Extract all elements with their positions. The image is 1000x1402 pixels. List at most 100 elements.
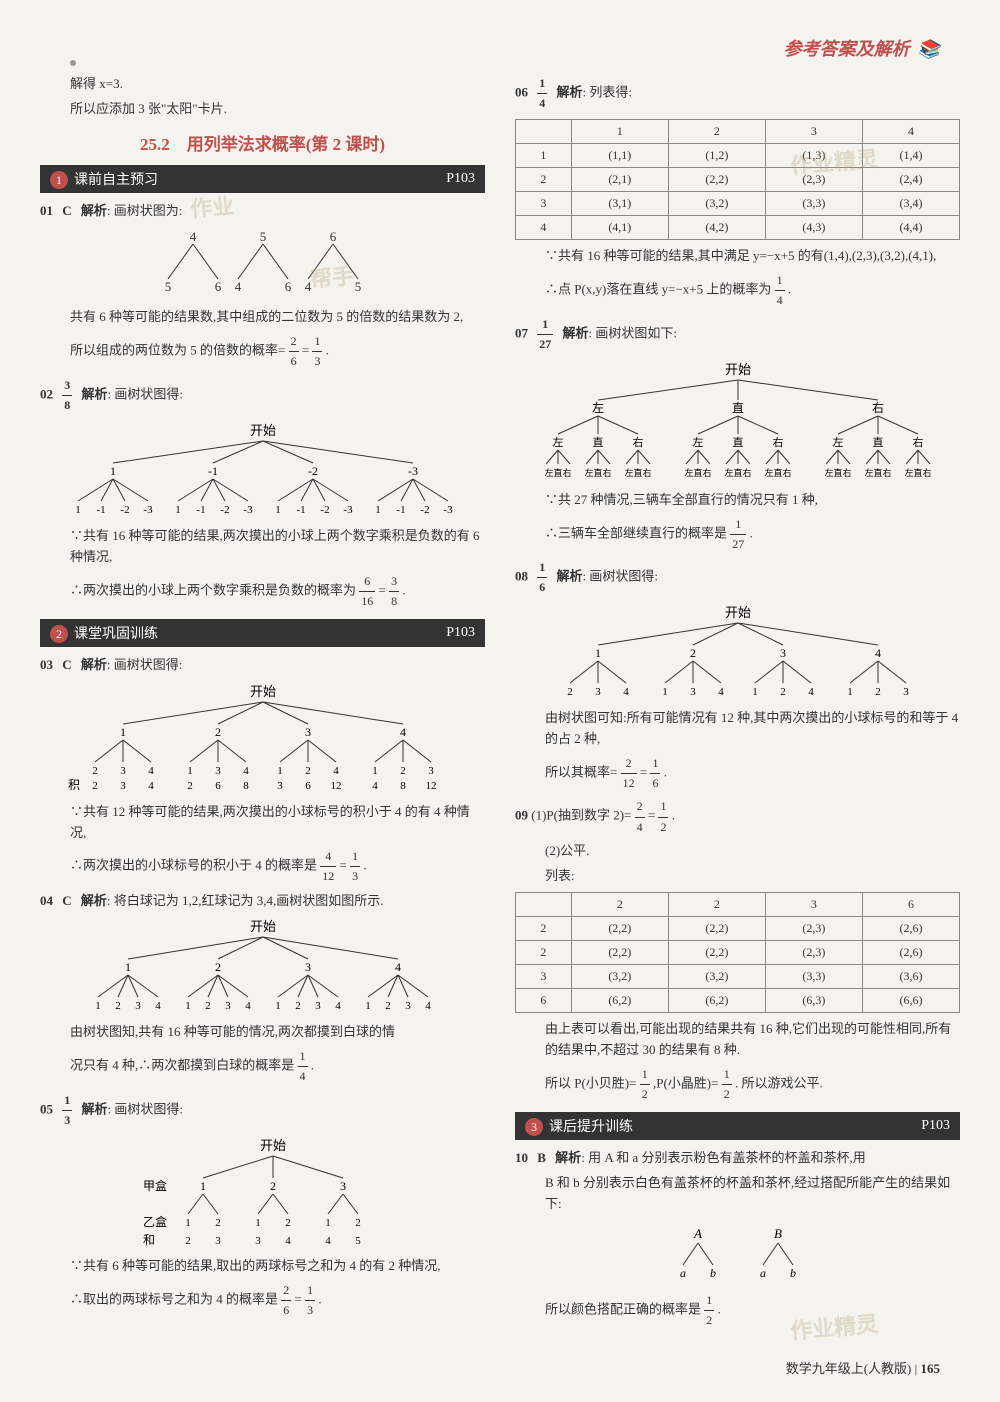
svg-text:1: 1: [110, 464, 116, 478]
label: 解析: [563, 325, 589, 340]
svg-text:右: 右: [772, 435, 783, 449]
svg-text:2: 2: [295, 1000, 301, 1012]
svg-text:4: 4: [333, 765, 339, 777]
frac: 412: [320, 847, 336, 886]
svg-text:4: 4: [875, 646, 881, 660]
band-label: 课后提升训练: [549, 1120, 633, 1135]
pre-line: 所以应添加 3 张"太阳"卡片.: [40, 99, 485, 120]
svg-text:4: 4: [148, 765, 154, 777]
svg-text:2: 2: [400, 765, 406, 777]
text: ∴两次摸出的小球上两个数字乘积是负数的概率为: [70, 582, 356, 597]
qnum: 01: [40, 203, 53, 218]
answer: B: [537, 1150, 546, 1165]
svg-text:右: 右: [632, 435, 643, 449]
svg-text:4: 4: [243, 765, 249, 777]
svg-text:3: 3: [903, 686, 909, 698]
svg-text:直: 直: [731, 401, 743, 415]
svg-text:4: 4: [325, 1235, 331, 1247]
dot: .: [672, 808, 675, 823]
svg-text:开始: 开始: [249, 684, 275, 699]
q07: 07 127 解析: 画树状图如下:: [515, 315, 960, 354]
svg-text:4: 4: [335, 1000, 341, 1012]
frac: 12: [640, 1065, 650, 1104]
answer-frac: 127: [537, 315, 553, 354]
text: 画树状图得:: [589, 569, 658, 584]
svg-text:和: 和: [143, 1233, 155, 1247]
svg-text:左直右: 左直右: [684, 467, 711, 478]
book-label: 数学九年级上(人教版): [786, 1361, 912, 1376]
dot: .: [664, 765, 667, 780]
label: 解析: [557, 569, 583, 584]
pre-line: 解得 x=3.: [40, 74, 485, 95]
svg-text:a: a: [760, 1266, 766, 1280]
band-page: P103: [446, 625, 475, 641]
svg-text:右: 右: [871, 400, 883, 415]
svg-text:4: 4: [718, 686, 724, 698]
frac: 12: [704, 1291, 714, 1330]
svg-text:1: 1: [175, 504, 181, 516]
text: 将白球记为 1,2,红球记为 3,4,画树状图如图所示.: [114, 893, 384, 908]
frac: 24: [635, 797, 645, 836]
svg-text:1: 1: [847, 686, 853, 698]
eq: =: [340, 858, 347, 873]
svg-text:b: b: [710, 1266, 716, 1280]
text: 画树状图为:: [114, 203, 183, 218]
svg-text:开始: 开始: [724, 605, 750, 620]
svg-text:-2: -2: [420, 504, 429, 516]
dot: .: [311, 1058, 314, 1073]
svg-text:直: 直: [732, 435, 743, 449]
frac: 26: [289, 332, 299, 371]
label: 解析: [557, 85, 583, 100]
svg-text:3: 3: [780, 646, 786, 660]
band-label: 课堂巩固训练: [74, 627, 158, 642]
svg-text:3: 3: [428, 765, 434, 777]
label: 解析: [82, 1101, 108, 1116]
svg-text:b: b: [790, 1266, 796, 1280]
svg-text:6: 6: [305, 780, 311, 792]
svg-text:4: 4: [395, 960, 401, 974]
svg-text:2: 2: [875, 686, 881, 698]
text: 画树状图如下:: [595, 325, 677, 340]
text: (1)P(抽到数字 2)=: [531, 808, 631, 823]
svg-text:3: 3: [255, 1235, 261, 1247]
svg-text:5: 5: [164, 279, 171, 294]
dot: .: [750, 525, 753, 540]
corner-dot: [70, 60, 76, 66]
two-columns: 解得 x=3. 所以应添加 3 张"太阳"卡片. 25.2 用列举法求概率(第 …: [40, 70, 960, 1334]
qnum: 07: [515, 325, 528, 340]
svg-text:4: 4: [372, 780, 378, 792]
eq: =: [302, 343, 309, 358]
text: 所以颜色搭配正确的概率是: [545, 1301, 701, 1316]
svg-text:4: 4: [148, 780, 154, 792]
band-num: 2: [50, 625, 68, 643]
text: 况只有 4 种,∴两次都摸到白球的概率是: [70, 1058, 294, 1073]
q05-exp2: ∴取出的两球标号之和为 4 的概率是 26 = 13 .: [40, 1281, 485, 1320]
svg-text:A: A: [693, 1226, 702, 1241]
svg-text:左直右: 左直右: [544, 467, 571, 478]
q02-tree: 开始 1-1-2-3 1-1-2-31-1-2-31-1-2-31-1-2-3: [40, 423, 485, 518]
svg-text:-1: -1: [296, 504, 305, 516]
svg-text:B: B: [774, 1226, 782, 1241]
frac: 14: [298, 1047, 308, 1086]
svg-text:开始: 开始: [249, 919, 275, 934]
q01-exp2: 所以组成的两位数为 5 的倍数的概率= 26 = 13 .: [40, 332, 485, 371]
label: 解析: [82, 386, 108, 401]
q06-exp2: ∴点 P(x,y)落在直线 y=−x+5 上的概率为 14 .: [515, 271, 960, 310]
text: 列表得:: [589, 85, 632, 100]
frac: 13: [312, 332, 322, 371]
svg-text:3: 3: [690, 686, 696, 698]
section-title: 25.2 用列举法求概率(第 2 课时): [40, 130, 485, 155]
svg-text:乙盒: 乙盒: [143, 1214, 167, 1229]
svg-text:1: 1: [95, 1000, 101, 1012]
svg-text:左: 左: [591, 400, 603, 415]
svg-text:12: 12: [330, 780, 341, 792]
svg-text:1: 1: [187, 765, 193, 777]
svg-text:-3: -3: [243, 504, 253, 516]
svg-text:5: 5: [259, 229, 266, 244]
qnum: 08: [515, 569, 528, 584]
q08-exp2: 所以其概率= 212 = 16 .: [515, 754, 960, 793]
svg-text:-2: -2: [308, 464, 318, 478]
band-page: P103: [446, 171, 475, 187]
qnum: 02: [40, 386, 53, 401]
svg-text:2: 2: [385, 1000, 391, 1012]
